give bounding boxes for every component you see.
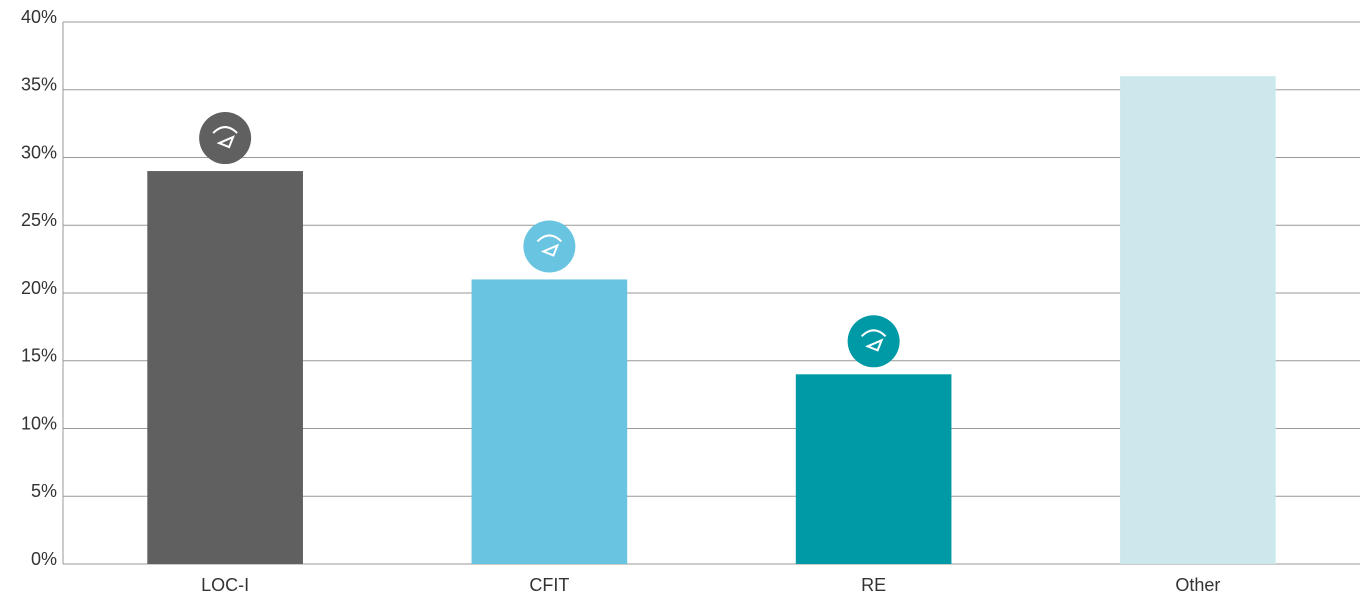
x-tick-label: CFIT xyxy=(529,575,569,595)
category-icon xyxy=(847,315,900,368)
icon-circle xyxy=(847,315,900,368)
icon-circle xyxy=(199,112,252,165)
x-tick-label: Other xyxy=(1175,575,1220,595)
y-tick-label: 15% xyxy=(21,346,57,366)
icon-circle xyxy=(523,220,576,273)
bar xyxy=(147,171,303,565)
icon-glyph xyxy=(536,234,563,257)
y-tick-label: 0% xyxy=(31,549,57,569)
x-tick-label: LOC-I xyxy=(201,575,249,595)
y-tick-label: 10% xyxy=(21,413,57,433)
y-tick-label: 20% xyxy=(21,278,57,298)
y-tick-label: 25% xyxy=(21,210,57,230)
x-tick-label: RE xyxy=(861,575,886,595)
category-icon xyxy=(523,220,576,273)
icon-glyph xyxy=(860,329,887,352)
category-icon xyxy=(199,112,252,165)
y-tick-label: 35% xyxy=(21,75,57,95)
y-tick-label: 40% xyxy=(21,7,57,27)
y-tick-label: 30% xyxy=(21,142,57,162)
y-tick-label: 5% xyxy=(31,481,57,501)
icon-glyph xyxy=(212,126,238,149)
bar xyxy=(471,279,628,564)
bar xyxy=(1120,76,1276,564)
bar xyxy=(795,374,952,564)
